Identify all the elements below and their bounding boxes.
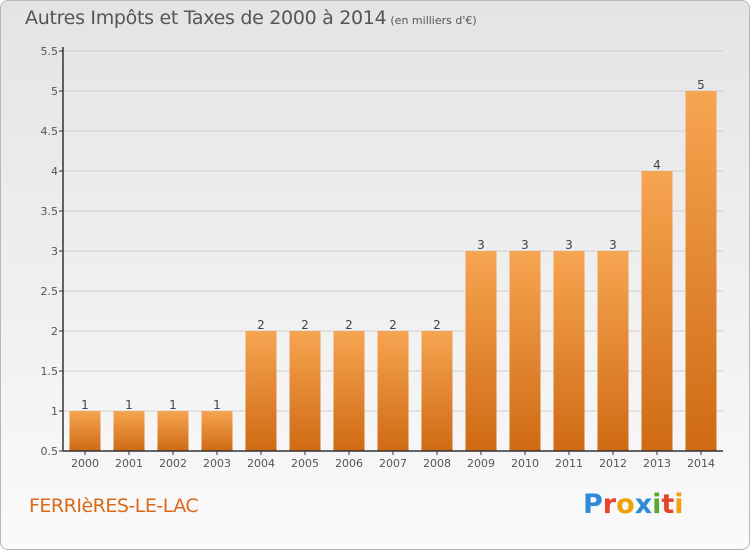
x-tick-label: 2001 — [115, 457, 143, 470]
data-label: 3 — [477, 238, 485, 252]
bar-2004 — [245, 331, 277, 451]
x-tick-label: 2005 — [291, 457, 319, 470]
data-label: 3 — [565, 238, 573, 252]
y-tick-label: 1 — [51, 405, 58, 418]
x-tick-label: 2010 — [511, 457, 539, 470]
proxiti-logo[interactable]: Proxiti — [583, 489, 684, 520]
data-label: 2 — [257, 318, 265, 332]
bar-2001 — [113, 411, 145, 451]
data-labels: 1 1 1 1 2 2 2 2 2 3 3 3 3 4 5 — [81, 78, 705, 412]
x-tick-label: 2014 — [687, 457, 715, 470]
x-tick-label: 2007 — [379, 457, 407, 470]
data-label: 1 — [125, 398, 133, 412]
data-label: 2 — [345, 318, 353, 332]
y-tick-label: 4.5 — [41, 125, 59, 138]
logo-letter: P — [583, 489, 603, 520]
x-tick-label: 2012 — [599, 457, 627, 470]
x-tick-label: 2011 — [555, 457, 583, 470]
bar-2011 — [553, 251, 585, 451]
bar-2008 — [421, 331, 453, 451]
y-tick-label: 3.5 — [41, 205, 59, 218]
commune-name: FERRIèRES-LE-LAC — [29, 495, 199, 517]
bar-2009 — [465, 251, 497, 451]
x-tick-label: 2006 — [335, 457, 363, 470]
data-label: 1 — [81, 398, 89, 412]
logo-letter: x — [634, 489, 653, 520]
x-tick-label: 2004 — [247, 457, 275, 470]
data-label: 3 — [609, 238, 617, 252]
logo-letter: o — [616, 489, 635, 520]
y-tick-label: 5 — [51, 85, 58, 98]
data-label: 2 — [301, 318, 309, 332]
chart-title: Autres Impôts et Taxes de 2000 à 2014 (en… — [25, 7, 477, 29]
x-tick-label: 2013 — [643, 457, 671, 470]
x-tick-label: 2009 — [467, 457, 495, 470]
x-tick-label: 2003 — [203, 457, 231, 470]
y-tick-label: 4 — [51, 165, 58, 178]
y-tick-label: 3 — [51, 245, 58, 258]
bar-2014 — [685, 91, 717, 451]
y-tick-label: 2 — [51, 325, 58, 338]
bar-2006 — [333, 331, 365, 451]
bar-2000 — [69, 411, 101, 451]
bar-2012 — [597, 251, 629, 451]
x-tick-label: 2008 — [423, 457, 451, 470]
title-text: Autres Impôts et Taxes de 2000 à 2014 — [25, 7, 387, 29]
x-tick-label: 2000 — [71, 457, 99, 470]
bar-2007 — [377, 331, 409, 451]
y-tick-label: 1.5 — [41, 365, 59, 378]
y-tick-label: 5.5 — [41, 45, 59, 58]
axes: 0.5 1 1.5 2 2.5 3 3.5 4 4.5 5 5.5 2000 2001 2002 2003 2… — [41, 45, 723, 470]
data-label: 1 — [213, 398, 221, 412]
logo-letter: t — [661, 489, 675, 520]
bar-2010 — [509, 251, 541, 451]
chart-subtitle: (en milliers d'€) — [390, 14, 477, 27]
data-label: 4 — [653, 158, 661, 172]
y-tick-label: 0.5 — [41, 445, 59, 458]
x-tick-label: 2002 — [159, 457, 187, 470]
data-label: 1 — [169, 398, 177, 412]
bars — [69, 91, 717, 451]
bar-2003 — [201, 411, 233, 451]
bar-2013 — [641, 171, 673, 451]
data-label: 2 — [389, 318, 397, 332]
y-tick-label: 2.5 — [41, 285, 59, 298]
bar-2005 — [289, 331, 321, 451]
data-label: 2 — [433, 318, 441, 332]
logo-letter: r — [602, 489, 617, 520]
data-label: 5 — [697, 78, 705, 92]
bar-2002 — [157, 411, 189, 451]
data-label: 3 — [521, 238, 529, 252]
logo-letter: i — [674, 489, 684, 520]
logo-letter: i — [652, 489, 662, 520]
